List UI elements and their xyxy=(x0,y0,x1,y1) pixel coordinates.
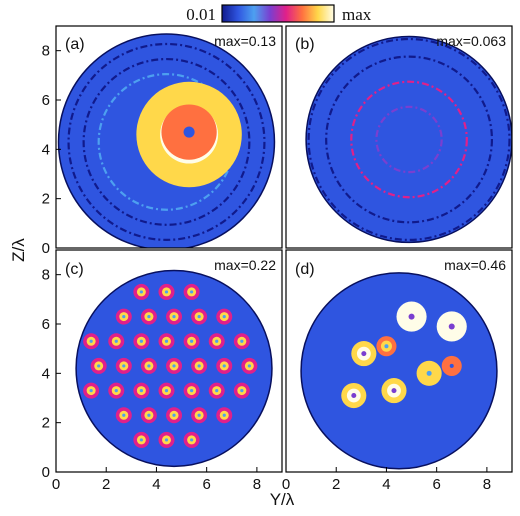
panel-1-ring-2 xyxy=(325,55,494,224)
panel-3-blob-1-center xyxy=(408,313,415,320)
y-tick-label: 2 xyxy=(42,415,50,432)
panel-d-max: max=0.46 xyxy=(444,257,506,273)
panel-2-spot-center xyxy=(197,364,201,368)
panel-c-max: max=0.22 xyxy=(214,257,276,273)
panel-2-spot-center xyxy=(197,413,201,417)
panel-d-label: (d) xyxy=(295,261,315,278)
panel-3-blob-5-center xyxy=(351,393,357,399)
panel-2-spot-center xyxy=(139,389,143,393)
panel-2-spot-center xyxy=(164,389,169,393)
panel-2-spot-center xyxy=(240,339,244,343)
panel-2-spot-center xyxy=(122,364,126,368)
panel-1-disk-0 xyxy=(305,35,512,244)
panel-2-spot-center xyxy=(222,413,226,417)
x-tick-label: 0 xyxy=(282,476,290,493)
y-tick-label: 8 xyxy=(42,43,50,60)
panel-2-spot-center xyxy=(122,413,126,417)
panel-2-spot-center xyxy=(147,364,151,368)
panel-2-spot-center xyxy=(190,339,194,343)
panel-2-spot-center xyxy=(114,339,118,343)
panel-a: (a) max=0.13 xyxy=(55,25,283,249)
panel-2-spot-center xyxy=(215,389,219,393)
panel-2-spot-center xyxy=(172,413,176,417)
panel-3-blob-2-center xyxy=(448,323,455,330)
colorbar-max-label: max xyxy=(342,5,372,24)
panel-2-spot-center xyxy=(164,339,169,343)
y-tick-label: 0 xyxy=(42,240,50,257)
y-tick-label: 4 xyxy=(42,141,50,158)
x-tick-label: 8 xyxy=(253,476,261,493)
panel-b-label: (b) xyxy=(295,36,315,53)
panel-2-spot-center xyxy=(215,339,219,343)
x-tick-label: 2 xyxy=(332,476,340,493)
panel-0-blob-5-center xyxy=(183,126,195,138)
panel-3-blob-3-center xyxy=(361,351,367,357)
panel-2-spot-center xyxy=(139,290,143,294)
panel-2-spot-center xyxy=(164,290,169,294)
y-tick-label: 0 xyxy=(42,464,50,481)
panel-3-blob-6-center xyxy=(426,370,432,376)
x-tick-label: 8 xyxy=(483,476,491,493)
panel-2-spot-center xyxy=(197,315,201,319)
panel-2-spot-center xyxy=(247,364,251,368)
panel-2-spot-center xyxy=(97,364,101,368)
panel-a-max: max=0.13 xyxy=(214,33,276,49)
panel-a-label: (a) xyxy=(65,36,85,53)
panel-0-ring-2 xyxy=(82,57,251,226)
axis-ticks: 0 2 4 6 8 0 2 4 6 8 0 2 4 6 8 0 2 4 6 8 xyxy=(42,43,491,493)
panel-3-blob-8-center xyxy=(449,363,454,368)
y-tick-label: 2 xyxy=(42,191,50,208)
x-tick-label: 0 xyxy=(52,476,60,493)
y-tick-label: 4 xyxy=(42,365,50,382)
panel-2-spot-center xyxy=(172,315,176,319)
panel-2-spot-center xyxy=(222,364,226,368)
x-tick-label: 2 xyxy=(102,476,110,493)
panel-3-blob-4-center xyxy=(391,388,397,394)
x-axis-label: Y/λ xyxy=(270,490,295,509)
y-axis-label: Z/λ xyxy=(9,238,28,262)
colorbar-min-label: 0.01 xyxy=(186,5,216,24)
panel-2-spot-center xyxy=(240,389,244,393)
panel-2-spot-center xyxy=(164,438,169,442)
x-tick-label: 4 xyxy=(382,476,390,493)
panel-1-ring-1 xyxy=(307,37,511,242)
panel-2-spot-center xyxy=(122,315,126,319)
panel-c: (c) max=0.22 xyxy=(55,249,283,473)
panel-1-ring-4 xyxy=(375,105,443,174)
panel-1-ring-3 xyxy=(350,80,468,199)
panel-2-spot-center xyxy=(190,290,194,294)
colorbar xyxy=(221,4,335,23)
x-tick-label: 4 xyxy=(152,476,160,493)
panel-2-spot-center xyxy=(147,413,151,417)
x-tick-label: 6 xyxy=(202,476,210,493)
panel-d: (d) max=0.46 xyxy=(285,249,513,473)
panel-2-spot-center xyxy=(139,339,143,343)
panel-2-spot-center xyxy=(147,315,151,319)
panel-2-spot-center xyxy=(222,315,226,319)
panel-b: (b) max=0.063 xyxy=(285,25,513,249)
y-tick-label: 6 xyxy=(42,316,50,333)
panel-2-spot-center xyxy=(114,389,118,393)
y-tick-label: 8 xyxy=(42,267,50,284)
panel-2-spot-center xyxy=(190,438,194,442)
panel-2-spot-center xyxy=(89,339,93,343)
x-tick-label: 6 xyxy=(432,476,440,493)
panel-2-spot-center xyxy=(139,438,143,442)
panel-3-disk-0 xyxy=(300,272,498,470)
panel-2-spot-center xyxy=(89,389,93,393)
y-tick-label: 6 xyxy=(42,92,50,109)
panel-3-blob-7-center xyxy=(384,344,389,349)
panel-2-spot-center xyxy=(172,364,176,368)
panel-0-ring-1 xyxy=(67,42,266,241)
panel-2-spot-center xyxy=(190,389,194,393)
panel-b-max: max=0.063 xyxy=(436,33,506,49)
panel-c-label: (c) xyxy=(65,261,84,278)
